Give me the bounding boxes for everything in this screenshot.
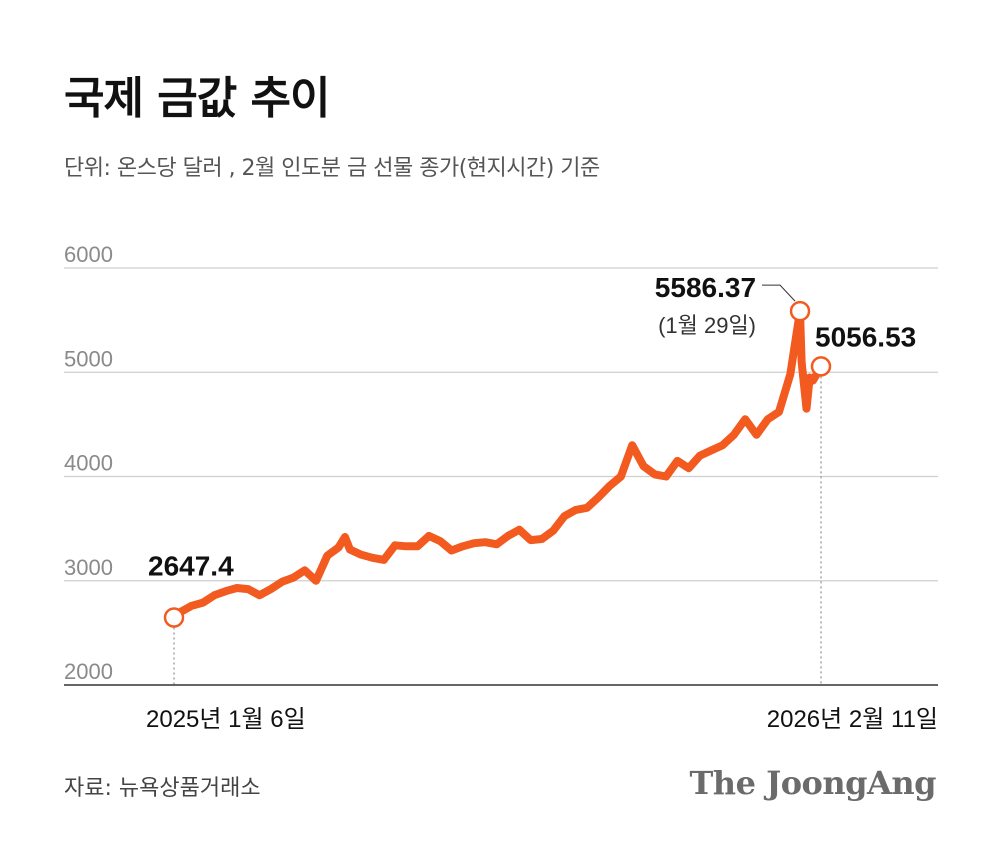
x-tick-label-end: 2026년 2월 11일	[767, 706, 938, 733]
source-note: 자료: 뉴욕상품거래소	[64, 776, 261, 801]
chart-subtitle: 단위: 온스당 달러 , 2월 인도분 금 선물 종가(현지시간) 기준	[64, 156, 600, 181]
y-tick-label: 3000	[64, 555, 113, 580]
end-value-label: 5056.53	[815, 321, 916, 352]
x-tick-label-start: 2025년 1월 6일	[146, 706, 306, 733]
peak-leader-line	[762, 284, 796, 302]
brand-logo: The JoongAng	[689, 764, 936, 802]
end-point-marker	[810, 356, 832, 377]
peak-value-label: 5586.37	[655, 272, 756, 303]
y-tick-label: 4000	[64, 451, 113, 476]
start-point-marker	[163, 607, 185, 628]
peak-date-label: (1월 29일)	[658, 313, 756, 338]
y-tick-label: 2000	[64, 659, 113, 684]
start-value-label: 2647.4	[148, 551, 234, 582]
gold-price-line	[170, 307, 825, 622]
y-tick-label: 5000	[64, 346, 113, 371]
chart-title: 국제 금값 추이	[64, 73, 331, 124]
peak-point-marker	[789, 300, 811, 322]
y-tick-label: 6000	[64, 242, 113, 267]
